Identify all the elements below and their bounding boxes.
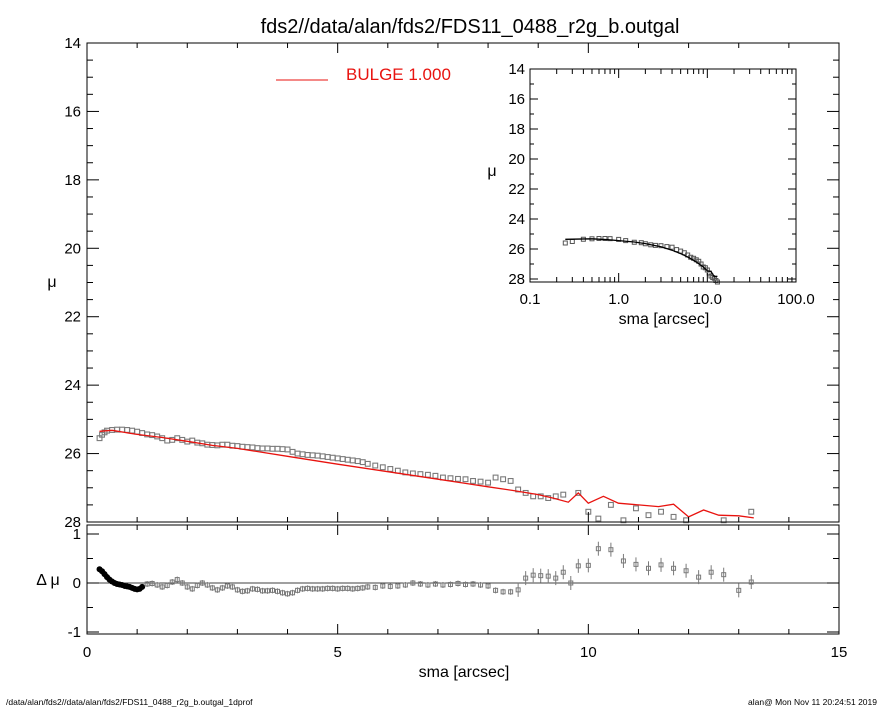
residual-y-tick-label: 1	[73, 526, 81, 543]
residual-y-tick-label: -1	[68, 624, 81, 641]
main-y-tick-label: 18	[64, 172, 81, 189]
x-tick-label: 10	[580, 644, 597, 661]
inset-x-tick-label: 1.0	[608, 291, 629, 308]
inset-y-tick-label: 18	[508, 121, 525, 138]
residual-y-label: Δ μ	[36, 572, 59, 589]
residual-point	[139, 584, 145, 590]
main-y-tick-label: 24	[64, 377, 81, 394]
x-tick-label: 0	[83, 644, 91, 661]
inset-y-tick-label: 26	[508, 241, 525, 258]
main-y-label: μ	[47, 274, 56, 291]
main-y-tick-label: 20	[64, 240, 81, 257]
main-y-tick-label: 22	[64, 309, 81, 326]
main-y-tick-label: 14	[64, 35, 81, 52]
residual-y-tick-label: 0	[73, 575, 81, 592]
inset-x-tick-label: 100.0	[777, 291, 815, 308]
inset-x-label: sma [arcsec]	[619, 311, 710, 328]
inset-y-tick-label: 24	[508, 211, 525, 228]
inset-y-tick-label: 20	[508, 151, 525, 168]
inset-y-tick-label: 28	[508, 271, 525, 288]
inset-y-tick-label: 16	[508, 91, 525, 108]
main-y-tick-label: 26	[64, 446, 81, 463]
legend-label: BULGE 1.000	[346, 65, 451, 84]
main-x-label: sma [arcsec]	[419, 664, 510, 681]
x-tick-label: 5	[333, 644, 341, 661]
footer-file-path: /data/alan/fds2//data/alan/fds2/FDS11_04…	[6, 697, 253, 707]
inset-x-tick-label: 10.0	[693, 291, 722, 308]
inset-y-tick-label: 14	[508, 61, 525, 78]
x-tick-label: 15	[831, 644, 848, 661]
chart-title: fds2//data/alan/fds2/FDS11_0488_r2g_b.ou…	[261, 16, 680, 38]
main-y-tick-label: 16	[64, 103, 81, 120]
inset-background	[530, 69, 796, 282]
inset-y-label: μ	[487, 163, 496, 180]
inset-x-tick-label: 0.1	[520, 291, 541, 308]
inset-y-tick-label: 22	[508, 181, 525, 198]
footer-user-timestamp: alan@ Mon Nov 11 20:24:51 2019	[748, 697, 877, 707]
